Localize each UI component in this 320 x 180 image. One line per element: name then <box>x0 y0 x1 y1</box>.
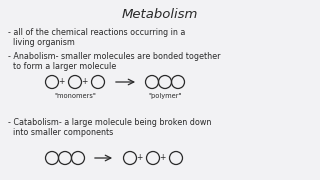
Text: - all of the chemical reactions occurring in a: - all of the chemical reactions occurrin… <box>8 28 185 37</box>
Text: to form a larger molecule: to form a larger molecule <box>8 62 116 71</box>
Text: "monomers": "monomers" <box>54 93 96 99</box>
Text: "polymer": "polymer" <box>148 93 182 99</box>
Text: Metabolism: Metabolism <box>122 8 198 21</box>
Text: - Anabolism- smaller molecules are bonded together: - Anabolism- smaller molecules are bonde… <box>8 52 220 61</box>
Text: +: + <box>136 154 142 163</box>
Text: - Catabolism- a large molecule being broken down: - Catabolism- a large molecule being bro… <box>8 118 212 127</box>
Text: +: + <box>58 78 64 87</box>
Text: into smaller components: into smaller components <box>8 128 113 137</box>
Text: living organism: living organism <box>8 38 75 47</box>
Text: +: + <box>159 154 165 163</box>
Text: +: + <box>81 78 87 87</box>
